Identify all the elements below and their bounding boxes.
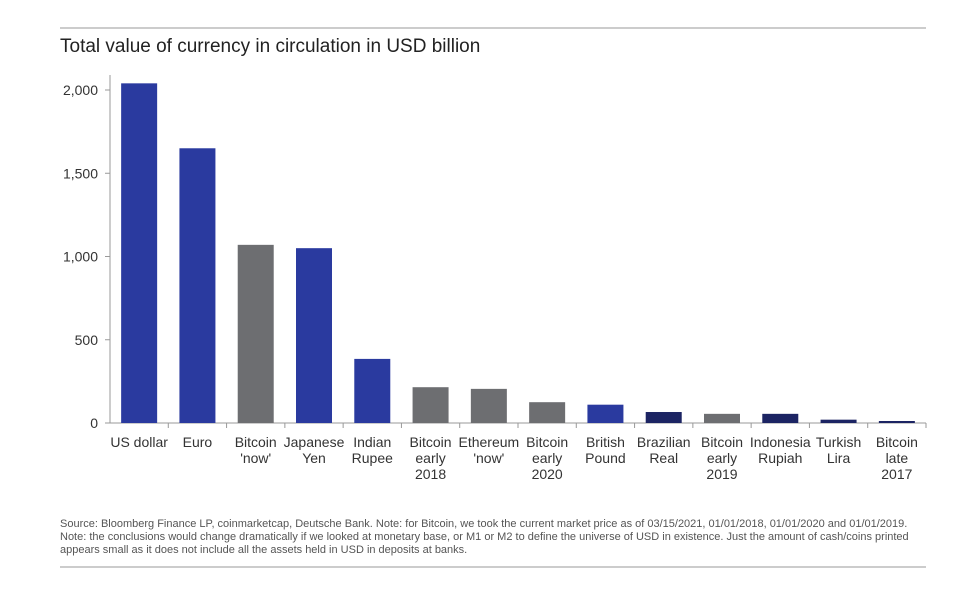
y-tick-label: 500 — [75, 332, 99, 348]
bar — [878, 421, 915, 423]
x-tick-label: Bitcoin early 2018 — [410, 434, 452, 482]
y-tick-label: 1,000 — [63, 249, 98, 265]
x-tick-label: Japanese Yen — [284, 434, 345, 466]
x-tick-label: Bitcoin early 2019 — [701, 434, 743, 482]
x-tick-label: US dollar — [110, 434, 168, 450]
bar — [237, 244, 274, 423]
x-tick-label: Bitcoin early 2020 — [526, 434, 568, 482]
bar — [412, 387, 449, 423]
x-tick-label: Bitcoin late 2017 — [876, 434, 918, 482]
bar — [645, 412, 682, 423]
x-tick-label: British Pound — [585, 434, 625, 466]
chart-title: Total value of currency in circulation i… — [60, 36, 480, 57]
y-tick-label: 1,500 — [63, 165, 98, 181]
bar — [704, 413, 740, 423]
bar — [354, 358, 391, 423]
y-tick-label: 0 — [90, 415, 98, 431]
x-tick-label: Indonesia Rupiah — [750, 434, 811, 466]
bar — [820, 419, 857, 423]
bar — [296, 248, 332, 423]
bar — [587, 404, 624, 423]
bar — [529, 402, 566, 423]
bar — [470, 388, 507, 423]
x-tick-label: Bitcoin'now' — [235, 434, 277, 466]
source-note: Source: Bloomberg Finance LP, coinmarket… — [60, 518, 909, 556]
y-tick-label: 2,000 — [63, 82, 98, 98]
x-tick-label: Euro — [183, 434, 213, 450]
x-tick-label: Ethereum'now' — [459, 434, 520, 466]
x-tick-label: Brazilian Real — [637, 434, 691, 466]
bar — [762, 413, 799, 423]
x-tick-label: Turkish Lira — [816, 434, 861, 466]
x-tick-label: Indian Rupee — [352, 434, 393, 466]
bar — [121, 83, 158, 423]
bar — [179, 148, 216, 423]
